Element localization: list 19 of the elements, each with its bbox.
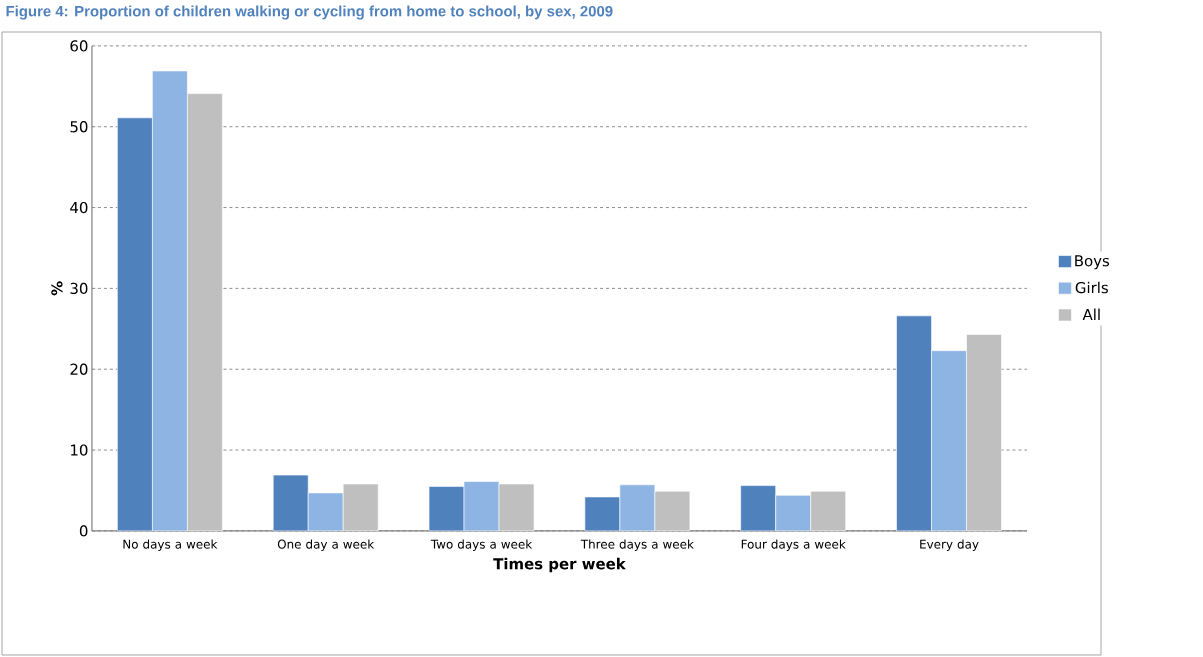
x-tick-label: No days a week — [123, 539, 218, 551]
x-tick-label: Two days a week — [430, 539, 533, 551]
y-tick-label: 40 — [70, 201, 88, 214]
y-tick-label: 30 — [70, 282, 88, 295]
y-tick-label: 10 — [71, 444, 88, 456]
x-tick-label: Three days a week — [580, 539, 694, 551]
y-tick-label: 60 — [70, 40, 88, 52]
y-tick-label: 20 — [70, 363, 88, 375]
x-tick-label: Four days a week — [741, 539, 846, 551]
legend-label: Boys — [1075, 255, 1110, 270]
x-tick-label: One day a week — [277, 539, 375, 551]
y-tick-label: 0 — [79, 525, 88, 537]
y-tick-label: 50 — [70, 121, 88, 133]
y-axis-title: % — [51, 281, 63, 296]
legend-label: Girls — [1075, 281, 1108, 294]
legend-label: All — [1082, 308, 1100, 320]
x-tick-label: Every day — [920, 539, 979, 551]
chart-title: Figure 4: Proportion of children walking or cycling from home to school, by sex, 2009 — [6, 5, 613, 20]
x-axis-title: Times per week — [493, 557, 626, 573]
